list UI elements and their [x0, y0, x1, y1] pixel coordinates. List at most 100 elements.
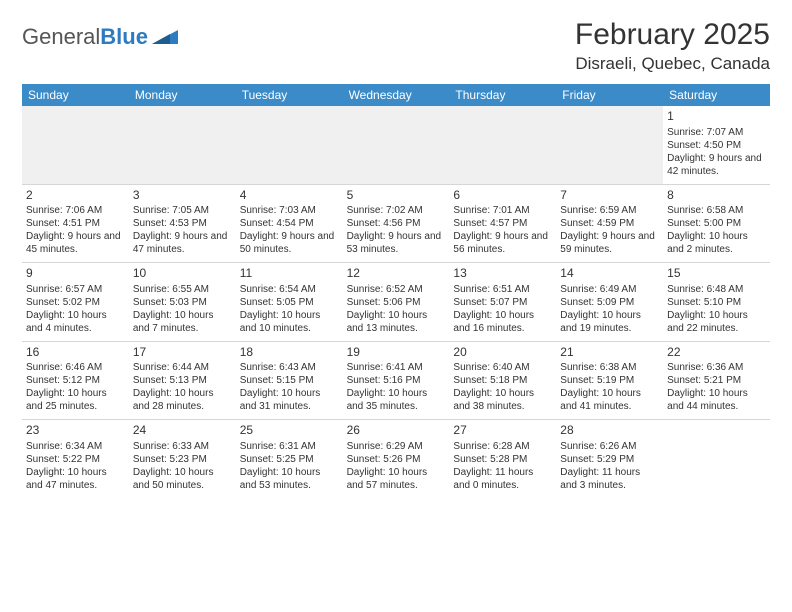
day-number: 9 — [26, 266, 125, 282]
calendar-empty-cell — [663, 419, 770, 498]
sunset-text: Sunset: 5:05 PM — [240, 296, 339, 309]
calendar-day-cell: 25Sunrise: 6:31 AMSunset: 5:25 PMDayligh… — [236, 419, 343, 498]
sunset-text: Sunset: 4:51 PM — [26, 217, 125, 230]
calendar-day-cell: 10Sunrise: 6:55 AMSunset: 5:03 PMDayligh… — [129, 262, 236, 341]
sunrise-text: Sunrise: 6:36 AM — [667, 361, 766, 374]
calendar-day-cell: 17Sunrise: 6:44 AMSunset: 5:13 PMDayligh… — [129, 341, 236, 420]
sunrise-text: Sunrise: 6:34 AM — [26, 440, 125, 453]
weekday-header-row: Sunday Monday Tuesday Wednesday Thursday… — [22, 84, 770, 106]
daylight-text: Daylight: 10 hours and 31 minutes. — [240, 387, 339, 413]
sunrise-text: Sunrise: 6:28 AM — [453, 440, 552, 453]
daylight-text: Daylight: 10 hours and 4 minutes. — [26, 309, 125, 335]
sunrise-text: Sunrise: 6:52 AM — [347, 283, 446, 296]
calendar-day-cell: 24Sunrise: 6:33 AMSunset: 5:23 PMDayligh… — [129, 419, 236, 498]
sunrise-text: Sunrise: 6:44 AM — [133, 361, 232, 374]
sunset-text: Sunset: 4:53 PM — [133, 217, 232, 230]
brand-part2: Blue — [100, 24, 148, 50]
calendar-day-cell: 27Sunrise: 6:28 AMSunset: 5:28 PMDayligh… — [449, 419, 556, 498]
daylight-text: Daylight: 10 hours and 53 minutes. — [240, 466, 339, 492]
day-number: 25 — [240, 423, 339, 439]
day-number: 15 — [667, 266, 766, 282]
daylight-text: Daylight: 10 hours and 44 minutes. — [667, 387, 766, 413]
calendar-day-cell: 9Sunrise: 6:57 AMSunset: 5:02 PMDaylight… — [22, 262, 129, 341]
calendar-day-cell: 23Sunrise: 6:34 AMSunset: 5:22 PMDayligh… — [22, 419, 129, 498]
sunrise-text: Sunrise: 7:06 AM — [26, 204, 125, 217]
sunset-text: Sunset: 5:29 PM — [560, 453, 659, 466]
calendar-day-cell: 1Sunrise: 7:07 AMSunset: 4:50 PMDaylight… — [663, 106, 770, 184]
sunset-text: Sunset: 5:19 PM — [560, 374, 659, 387]
sunrise-text: Sunrise: 6:58 AM — [667, 204, 766, 217]
sunrise-text: Sunrise: 6:43 AM — [240, 361, 339, 374]
sunrise-text: Sunrise: 6:41 AM — [347, 361, 446, 374]
day-number: 27 — [453, 423, 552, 439]
calendar-empty-cell — [129, 106, 236, 184]
brand-part1: General — [22, 24, 100, 50]
calendar-week-row: 2Sunrise: 7:06 AMSunset: 4:51 PMDaylight… — [22, 184, 770, 263]
sunset-text: Sunset: 5:26 PM — [347, 453, 446, 466]
day-number: 13 — [453, 266, 552, 282]
day-number: 19 — [347, 345, 446, 361]
calendar-empty-cell — [236, 106, 343, 184]
location-label: Disraeli, Quebec, Canada — [575, 54, 770, 74]
sunrise-text: Sunrise: 6:57 AM — [26, 283, 125, 296]
daylight-text: Daylight: 10 hours and 50 minutes. — [133, 466, 232, 492]
calendar-week-row: 16Sunrise: 6:46 AMSunset: 5:12 PMDayligh… — [22, 341, 770, 420]
calendar-day-cell: 8Sunrise: 6:58 AMSunset: 5:00 PMDaylight… — [663, 184, 770, 263]
month-title: February 2025 — [575, 18, 770, 52]
calendar-week-row: 23Sunrise: 6:34 AMSunset: 5:22 PM Dayligh… — [22, 419, 770, 498]
daylight-text: Daylight: 10 hours and 38 minutes. — [453, 387, 552, 413]
weeks-container: 1Sunrise: 7:07 AMSunset: 4:50 PMDaylight… — [22, 106, 770, 498]
calendar-day-cell: 2Sunrise: 7:06 AMSunset: 4:51 PMDaylight… — [22, 184, 129, 263]
sunrise-text: Sunrise: 6:54 AM — [240, 283, 339, 296]
page-header: GeneralBlue February 2025 Disraeli, Queb… — [22, 18, 770, 74]
daylight-text: Daylight: 9 hours and 59 minutes. — [560, 230, 659, 256]
sunset-text: Sunset: 5:22 PM — [26, 453, 125, 466]
day-number: 6 — [453, 188, 552, 204]
sunset-text: Sunset: 5:02 PM — [26, 296, 125, 309]
sunset-text: Sunset: 4:56 PM — [347, 217, 446, 230]
sunset-text: Sunset: 5:09 PM — [560, 296, 659, 309]
day-number: 23 — [26, 423, 125, 439]
sunset-text: Sunset: 4:54 PM — [240, 217, 339, 230]
weekday-header: Tuesday — [236, 84, 343, 106]
daylight-text: Daylight: 11 hours and 0 minutes. — [453, 466, 552, 492]
day-number: 3 — [133, 188, 232, 204]
day-number: 12 — [347, 266, 446, 282]
sunrise-text: Sunrise: 6:55 AM — [133, 283, 232, 296]
sunrise-text: Sunrise: 6:33 AM — [133, 440, 232, 453]
day-number: 16 — [26, 345, 125, 361]
sunset-text: Sunset: 5:10 PM — [667, 296, 766, 309]
sunrise-text: Sunrise: 6:29 AM — [347, 440, 446, 453]
sunset-text: Sunset: 5:12 PM — [26, 374, 125, 387]
calendar-week-row: 1Sunrise: 7:07 AMSunset: 4:50 PMDaylight… — [22, 106, 770, 184]
daylight-text: Daylight: 10 hours and 19 minutes. — [560, 309, 659, 335]
sunrise-text: Sunrise: 6:49 AM — [560, 283, 659, 296]
day-number: 5 — [347, 188, 446, 204]
calendar-empty-cell — [343, 106, 450, 184]
day-number: 8 — [667, 188, 766, 204]
sunset-text: Sunset: 5:00 PM — [667, 217, 766, 230]
calendar-day-cell: 15Sunrise: 6:48 AMSunset: 5:10 PMDayligh… — [663, 262, 770, 341]
daylight-text: Daylight: 10 hours and 13 minutes. — [347, 309, 446, 335]
daylight-text: Daylight: 10 hours and 10 minutes. — [240, 309, 339, 335]
daylight-text: Daylight: 10 hours and 25 minutes. — [26, 387, 125, 413]
daylight-text: Daylight: 11 hours and 3 minutes. — [560, 466, 659, 492]
daylight-text: Daylight: 10 hours and 28 minutes. — [133, 387, 232, 413]
sunrise-text: Sunrise: 7:07 AM — [667, 126, 766, 139]
weekday-header: Friday — [556, 84, 663, 106]
day-number: 10 — [133, 266, 232, 282]
sunset-text: Sunset: 5:16 PM — [347, 374, 446, 387]
day-number: 26 — [347, 423, 446, 439]
calendar-empty-cell — [22, 106, 129, 184]
sunset-text: Sunset: 5:23 PM — [133, 453, 232, 466]
daylight-text: Daylight: 9 hours and 53 minutes. — [347, 230, 446, 256]
sunrise-text: Sunrise: 6:40 AM — [453, 361, 552, 374]
day-number: 1 — [667, 109, 766, 125]
sunset-text: Sunset: 5:07 PM — [453, 296, 552, 309]
daylight-text: Daylight: 10 hours and 35 minutes. — [347, 387, 446, 413]
daylight-text: Daylight: 9 hours and 50 minutes. — [240, 230, 339, 256]
logo-triangle-icon — [152, 24, 178, 50]
sunset-text: Sunset: 5:03 PM — [133, 296, 232, 309]
sunset-text: Sunset: 5:15 PM — [240, 374, 339, 387]
calendar-day-cell: 7Sunrise: 6:59 AMSunset: 4:59 PMDaylight… — [556, 184, 663, 263]
